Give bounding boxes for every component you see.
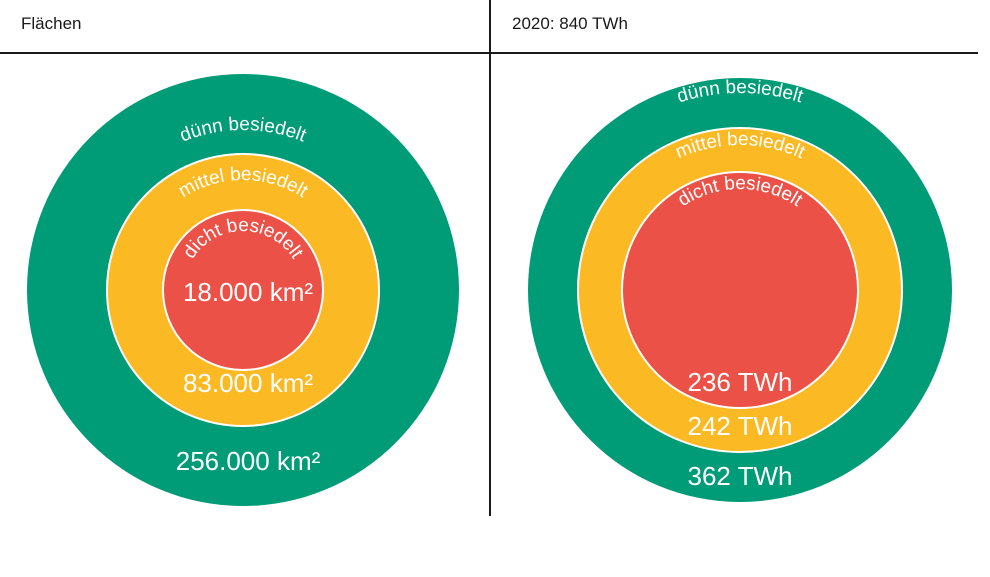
area-chart: dünn besiedelt mittel besiedelt dicht be… bbox=[27, 74, 459, 506]
panel-title-flaechen: Flächen bbox=[21, 14, 82, 33]
value-dicht: 236 TWh bbox=[687, 367, 792, 397]
panel-title-energy: 2020: 840 TWh bbox=[512, 14, 628, 33]
energy-chart: dünn besiedelt mittel besiedelt dicht be… bbox=[528, 77, 952, 502]
value-duenn: 362 TWh bbox=[687, 461, 792, 491]
value-duenn: 256.000 km² bbox=[176, 446, 321, 476]
panel-divider bbox=[489, 0, 491, 516]
value-mittel: 242 TWh bbox=[687, 411, 792, 441]
value-dicht: 18.000 km² bbox=[183, 277, 313, 307]
ring-dicht bbox=[162, 209, 324, 371]
value-mittel: 83.000 km² bbox=[183, 368, 313, 398]
ring-dicht bbox=[621, 171, 859, 409]
